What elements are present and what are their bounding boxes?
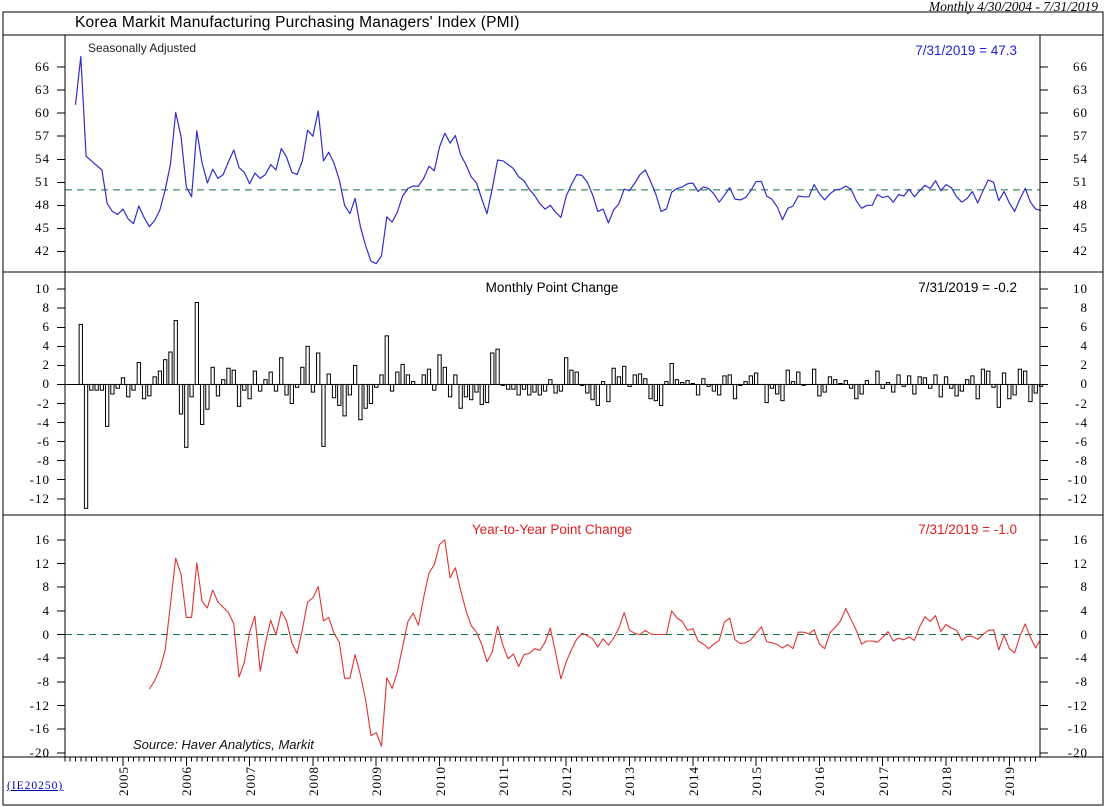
y-axis-label-right: -6: [1075, 433, 1088, 449]
y-axis-label-right: 45: [1073, 220, 1088, 236]
y-axis-label-right: -4: [1075, 414, 1088, 430]
panel-borders: [2, 11, 1104, 806]
y-axis-label-right: 51: [1073, 174, 1088, 190]
y-axis-label-left: 6: [42, 319, 50, 335]
x-axis-year-label: 2018: [939, 766, 955, 796]
x-axis-year-label: 2014: [685, 766, 701, 796]
y-axis-label-right: 66: [1073, 59, 1088, 75]
panel3-last-value: 7/31/2019 = -1.0: [918, 522, 1017, 537]
y-axis-label-right: -20: [1067, 744, 1088, 760]
x-axis-year-label: 2017: [875, 766, 891, 796]
y-axis-label-left: 12: [35, 555, 50, 571]
y-axis-label-left: 4: [42, 338, 50, 354]
axis-ticks: [57, 66, 1048, 766]
y-axis-label-right: 6: [1080, 319, 1088, 335]
y-axis-label-left: 54: [35, 151, 50, 167]
y-axis-label-left: -8: [37, 452, 50, 468]
y-axis-label-right: 10: [1073, 281, 1088, 297]
y-axis-label-left: -12: [29, 697, 50, 713]
x-axis-year-label: 2010: [432, 766, 448, 796]
y-axis-label-right: 4: [1080, 602, 1088, 618]
y-axis-label-right: -10: [1067, 471, 1088, 487]
y-axis-label-left: -10: [29, 471, 50, 487]
y-axis-label-left: 8: [42, 579, 50, 595]
y-axis-label-left: -4: [37, 650, 50, 666]
x-axis-year-label: 2016: [812, 766, 828, 796]
y-axis-label-left: 8: [42, 300, 50, 316]
y-axis-label-right: 4: [1080, 338, 1088, 354]
document-code-link[interactable]: (IE20250): [7, 780, 64, 792]
y-axis-label-left: 2: [42, 357, 50, 373]
y-axis-label-right: -4: [1075, 650, 1088, 666]
x-axis-year-label: 2015: [749, 766, 765, 796]
y-axis-label-left: 4: [42, 602, 50, 618]
source-label: Source: Haver Analytics, Markit: [133, 737, 314, 752]
y-axis-label-right: 60: [1073, 105, 1088, 121]
page-title: Korea Markit Manufacturing Purchasing Ma…: [75, 14, 520, 31]
x-axis-year-label: 2009: [369, 766, 385, 796]
panel2-title: Monthly Point Change: [485, 280, 619, 295]
y-axis-label-left: -16: [29, 721, 50, 737]
y-axis-label-right: 57: [1073, 128, 1088, 144]
x-axis-year-label: 2013: [622, 766, 638, 796]
y-axis-label-left: -20: [29, 744, 50, 760]
y-axis-label-left: 60: [35, 105, 50, 121]
y-axis-label-right: 0: [1080, 376, 1088, 392]
date-range-label: Monthly 4/30/2004 - 7/31/2019: [928, 0, 1098, 14]
y-axis-label-left: 10: [35, 281, 50, 297]
y-axis-label-left: 51: [35, 174, 50, 190]
y-axis-label-right: -8: [1075, 452, 1088, 468]
y-axis-label-left: 0: [42, 376, 50, 392]
y-axis-label-right: 2: [1080, 357, 1088, 373]
x-axis-year-label: 2011: [495, 766, 511, 796]
y-axis-label-left: 66: [35, 59, 50, 75]
yoy-line: [148, 539, 1041, 747]
y-axis-label-left: -4: [37, 414, 50, 430]
pmi-line: [74, 55, 1042, 265]
y-axis-label-right: 8: [1080, 579, 1088, 595]
y-axis-label-right: -16: [1067, 721, 1088, 737]
y-axis-label-left: 42: [35, 243, 50, 259]
x-axis-year-label: 2006: [179, 766, 195, 796]
x-axis-year-label: 2019: [1002, 766, 1018, 796]
x-axis-year-label: 2005: [115, 766, 131, 796]
y-axis-label-left: 16: [35, 531, 50, 547]
y-axis-label-right: 48: [1073, 197, 1088, 213]
y-axis-label-right: 54: [1073, 151, 1088, 167]
panel2-last-value: 7/31/2019 = -0.2: [918, 280, 1017, 295]
monthly-change-bars: [78, 301, 1044, 509]
y-axis-label-left: 0: [42, 626, 50, 642]
y-axis-label-right: 16: [1073, 531, 1088, 547]
y-axis-label-right: 0: [1080, 626, 1088, 642]
y-axis-label-left: 45: [35, 220, 50, 236]
y-axis-label-right: 8: [1080, 300, 1088, 316]
y-axis-label-right: -12: [1067, 697, 1088, 713]
y-axis-label-right: 12: [1073, 555, 1088, 571]
y-axis-label-right: -8: [1075, 673, 1088, 689]
x-axis-year-label: 2008: [305, 766, 321, 796]
panel1-last-value: 7/31/2019 = 47.3: [915, 43, 1017, 58]
panel1-series-label: Seasonally Adjusted: [88, 41, 197, 55]
y-axis-label-right: 63: [1073, 82, 1088, 98]
y-axis-label-left: 63: [35, 82, 50, 98]
y-axis-label-left: -8: [37, 673, 50, 689]
y-axis-label-left: 57: [35, 128, 50, 144]
y-axis-label-left: -6: [37, 433, 50, 449]
x-axis-year-label: 2007: [242, 766, 258, 796]
y-axis-label-left: -2: [37, 395, 50, 411]
y-axis-label-right: -12: [1067, 490, 1088, 506]
y-axis-label-left: 48: [35, 197, 50, 213]
x-axis-year-label: 2012: [559, 766, 575, 796]
y-axis-label-right: -2: [1075, 395, 1088, 411]
panel3-title: Year-to-Year Point Change: [471, 522, 633, 537]
y-axis-label-right: 42: [1073, 243, 1088, 259]
y-axis-label-left: -12: [29, 490, 50, 506]
